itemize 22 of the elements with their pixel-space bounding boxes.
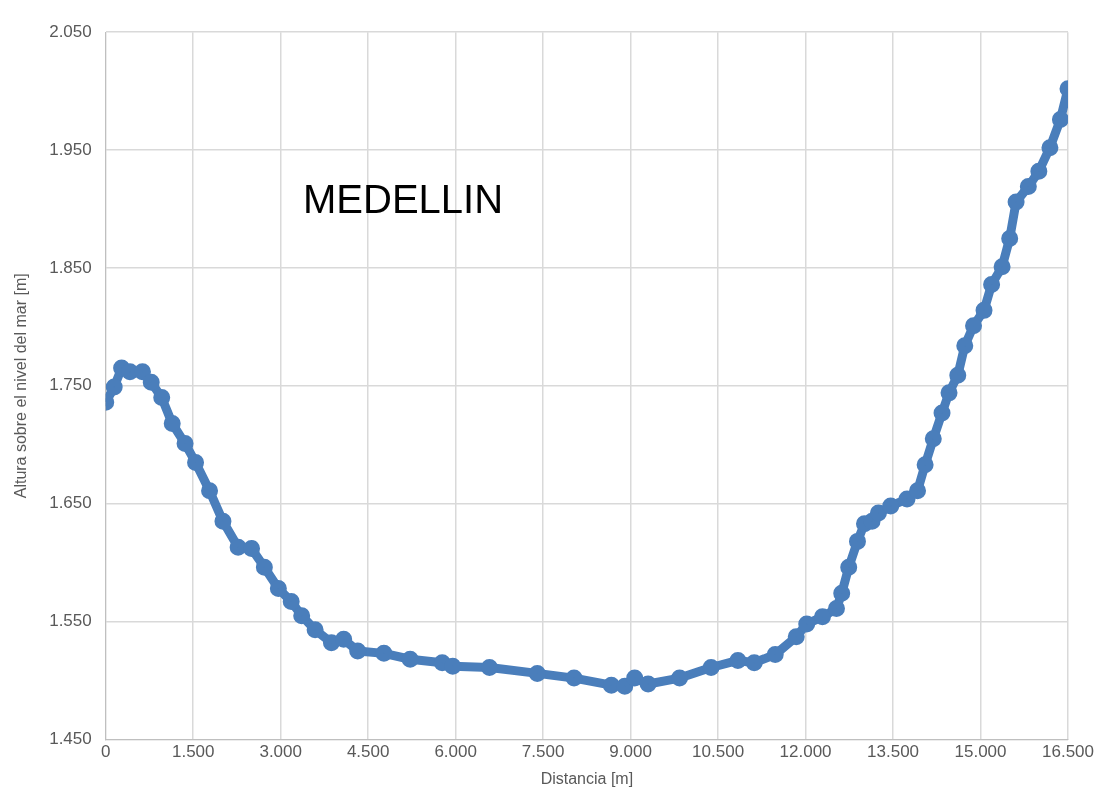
y-tick-label: 1.550	[49, 611, 92, 631]
x-tick-label: 6.000	[434, 742, 477, 762]
x-tick-label: 9.000	[609, 742, 652, 762]
x-tick-label: 0	[101, 742, 111, 762]
y-tick-label: 1.450	[49, 729, 92, 749]
x-tick-label: 15.000	[954, 742, 1007, 762]
x-axis-title: Distancia [m]	[540, 769, 634, 787]
y-tick-label: 2.050	[49, 21, 92, 41]
y-tick-label: 1.950	[49, 139, 92, 159]
x-tick-label: 4.500	[346, 742, 390, 762]
text: MEDELLIN	[303, 176, 504, 221]
x-tick-label: 13.500	[867, 742, 920, 762]
y-tick-label: 1.650	[49, 493, 92, 513]
x-tick-label: 10.500	[692, 742, 745, 762]
x-tick-label: 1.500	[171, 742, 215, 762]
y-tick-label: 1.850	[49, 257, 92, 277]
x-tick-label: 7.500	[521, 742, 565, 762]
x-tick-label: 16.500	[1042, 742, 1094, 762]
x-tick-label: 12.000	[779, 742, 832, 762]
x-tick-label: 3.000	[259, 742, 302, 762]
y-axis-title: Altura sobre el nivel del mar [m]	[12, 273, 30, 499]
y-tick-label: 1.750	[49, 375, 92, 395]
